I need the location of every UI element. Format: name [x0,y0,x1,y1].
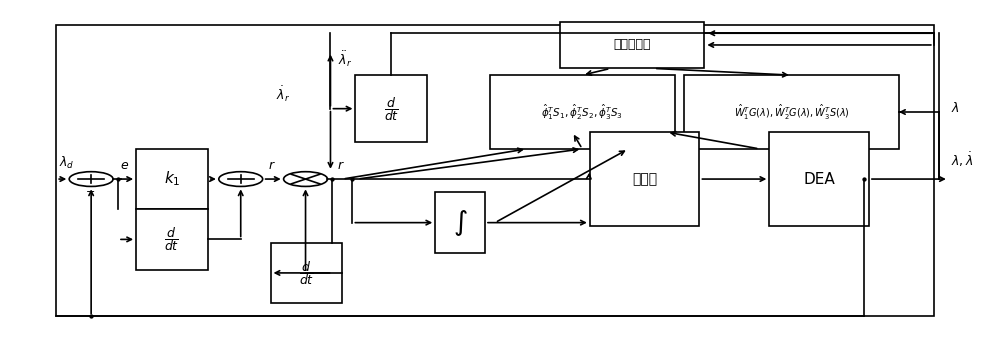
Text: $-$: $-$ [85,185,95,195]
Bar [769,132,869,226]
Text: $\ddot{\lambda}_r$: $\ddot{\lambda}_r$ [338,50,353,69]
Text: $\int$: $\int$ [453,208,467,238]
Text: $e$: $e$ [120,159,129,172]
Bar [136,149,208,209]
Text: $\dfrac{d}{dt}$: $\dfrac{d}{dt}$ [384,95,399,123]
Text: 参数更新率: 参数更新率 [613,39,651,51]
Text: 控制器: 控制器 [632,172,657,186]
Bar [435,192,485,253]
Bar [590,132,699,226]
Text: $\dot{\lambda}_r$: $\dot{\lambda}_r$ [276,85,290,104]
Bar [355,75,427,142]
Bar [271,243,342,303]
Bar [684,75,899,149]
Bar [136,209,208,270]
Text: $\hat{\phi}_1^T S_1,\hat{\phi}_2^T S_2,\hat{\phi}_3^T S_3$: $\hat{\phi}_1^T S_1,\hat{\phi}_2^T S_2,\… [541,102,623,122]
Text: $\lambda_d$: $\lambda_d$ [59,155,75,171]
Text: $\lambda,\dot{\lambda}$: $\lambda,\dot{\lambda}$ [951,150,973,169]
Text: $\dfrac{d}{dt}$: $\dfrac{d}{dt}$ [164,225,180,254]
Text: $\dfrac{d}{dt}$: $\dfrac{d}{dt}$ [299,259,314,287]
Text: $k_1$: $k_1$ [164,170,180,188]
Bar [56,25,934,316]
Text: $\lambda$: $\lambda$ [951,101,959,115]
Text: $r$: $r$ [337,159,345,172]
Text: $r$: $r$ [268,159,275,172]
Text: $\hat{W}_1^T G(\lambda),\hat{W}_2^T G(\lambda),\hat{W}_3^T S(\lambda)$: $\hat{W}_1^T G(\lambda),\hat{W}_2^T G(\l… [734,102,850,122]
Text: DEA: DEA [803,172,835,187]
Bar [560,22,704,68]
Bar [490,75,675,149]
